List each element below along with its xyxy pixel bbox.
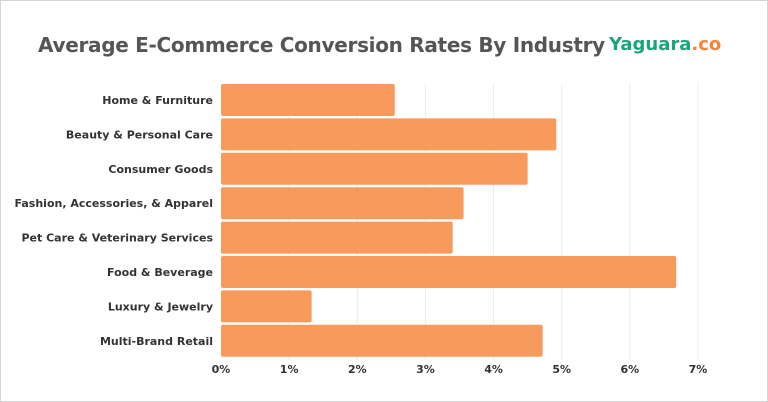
logo-suffix: .co <box>691 34 722 55</box>
bar <box>221 324 543 357</box>
bar <box>221 290 312 323</box>
bar <box>221 118 557 151</box>
category-label: Beauty & Personal Care <box>66 128 213 141</box>
chart-title: Average E-Commerce Conversion Rates By I… <box>38 33 605 57</box>
bar <box>221 152 528 185</box>
x-tick-label: 1% <box>280 363 299 376</box>
bar <box>221 221 453 254</box>
bar <box>221 84 395 116</box>
x-tick-label: 0% <box>212 363 231 376</box>
yaguara-logo: Yaguara.co <box>609 34 721 55</box>
category-label: Multi-Brand Retail <box>100 335 213 348</box>
x-tick-label: 6% <box>621 363 640 376</box>
category-label: Luxury & Jewelry <box>108 300 213 313</box>
x-tick-label: 2% <box>348 363 367 376</box>
x-tick-label: 4% <box>484 363 503 376</box>
x-tick-label: 7% <box>689 363 708 376</box>
bar <box>221 256 677 288</box>
category-label: Consumer Goods <box>108 163 213 176</box>
category-label: Home & Furniture <box>102 94 213 107</box>
x-tick-label: 5% <box>552 363 571 376</box>
category-label: Food & Beverage <box>107 266 213 279</box>
category-label: Fashion, Accessories, & Apparel <box>15 197 213 210</box>
logo-main: Yaguara <box>609 34 692 55</box>
bar <box>221 187 464 220</box>
x-tick-label: 3% <box>416 363 435 376</box>
category-label: Pet Care & Veterinary Services <box>22 232 214 245</box>
